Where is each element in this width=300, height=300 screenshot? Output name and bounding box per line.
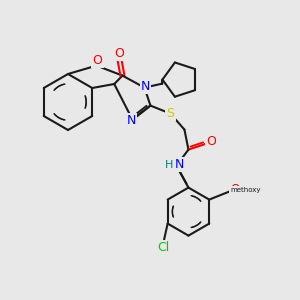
Text: O: O [115, 47, 124, 60]
Text: O: O [206, 135, 216, 148]
Text: O: O [231, 183, 240, 196]
Text: N: N [127, 114, 136, 127]
Text: N: N [175, 158, 184, 171]
Text: O: O [92, 54, 102, 67]
Text: N: N [141, 80, 150, 93]
Text: S: S [167, 107, 174, 120]
Text: H: H [165, 160, 174, 170]
Text: methoxy: methoxy [230, 187, 260, 193]
Text: Cl: Cl [158, 241, 170, 254]
